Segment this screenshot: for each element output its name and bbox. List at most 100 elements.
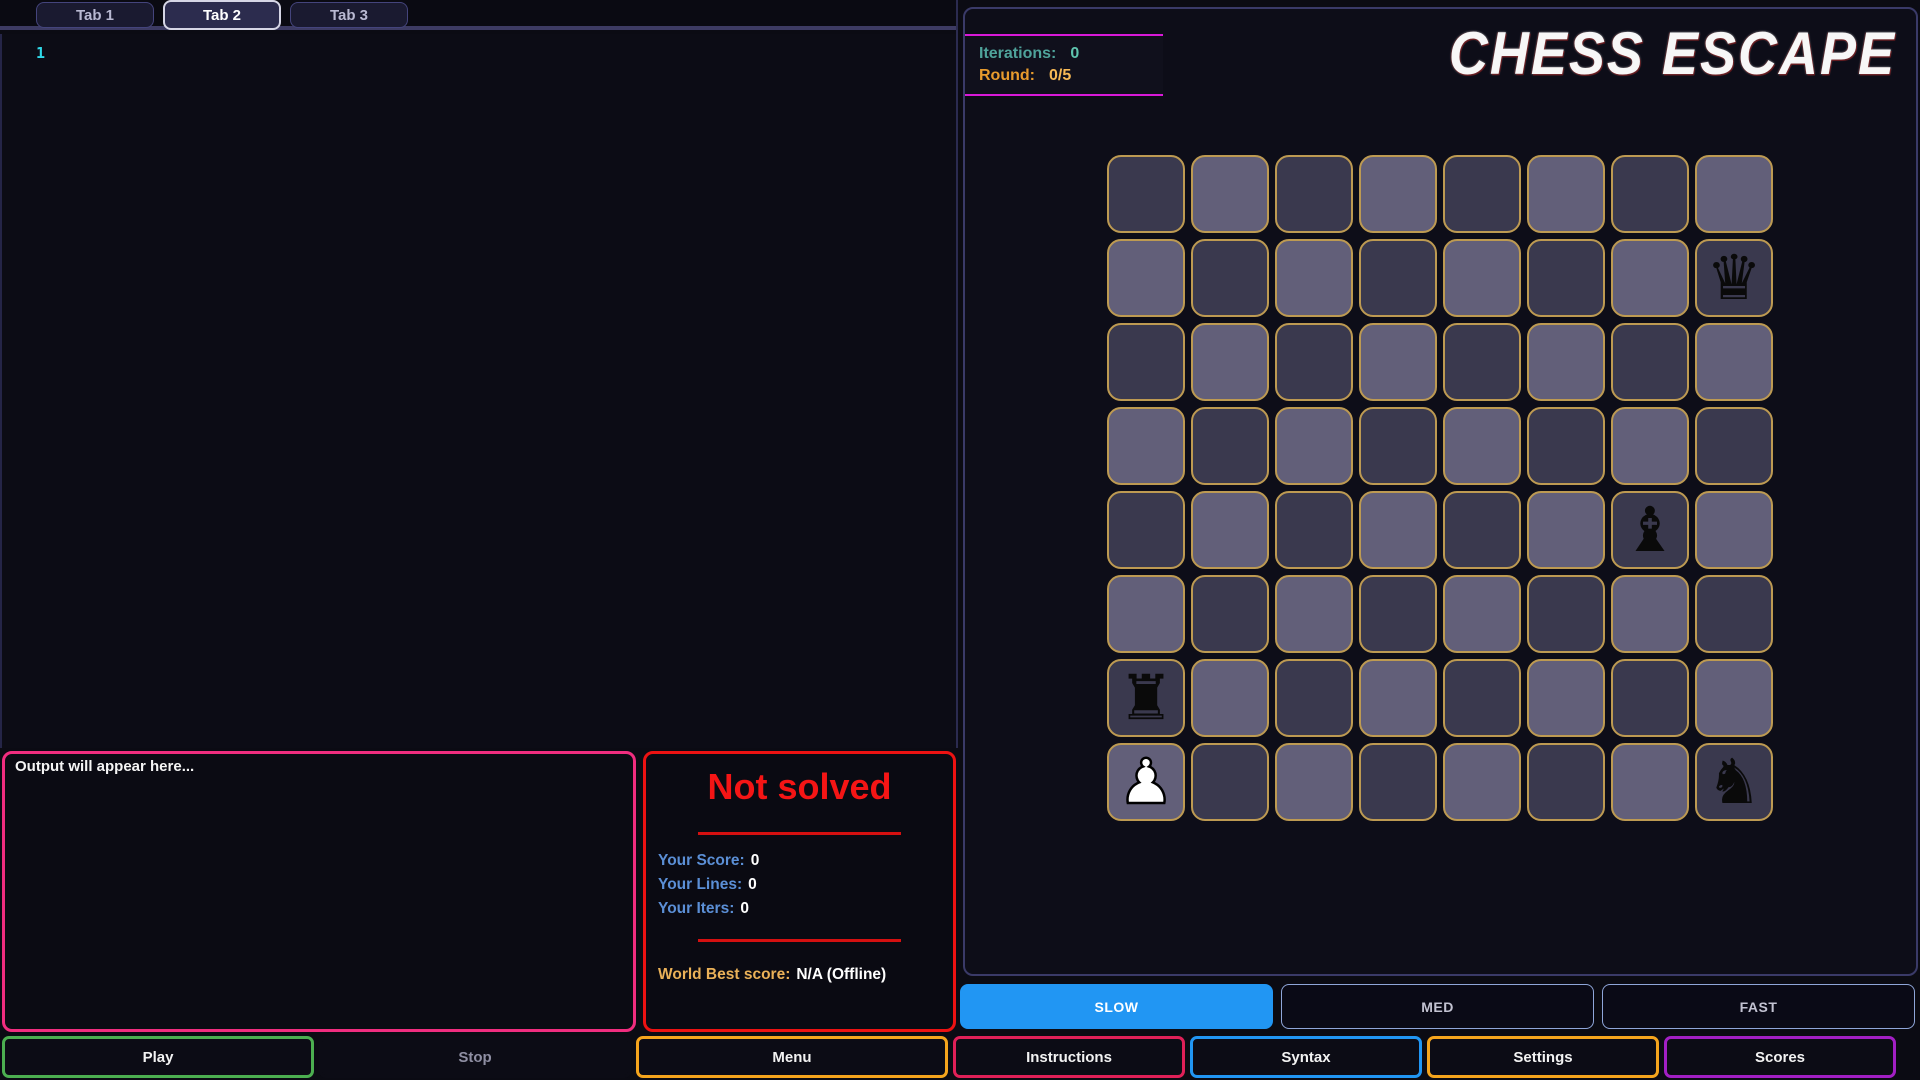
action-bar: Play Stop Menu Instructions Syntax Settings Sc… <box>0 1036 1920 1078</box>
tab-tab-2[interactable]: Tab 2 <box>163 0 281 30</box>
board-square <box>1527 491 1605 569</box>
board-square <box>1191 239 1269 317</box>
speed-fast-button[interactable]: FAST <box>1602 984 1915 1029</box>
board-square <box>1359 659 1437 737</box>
board-square <box>1275 491 1353 569</box>
board-square <box>1107 575 1185 653</box>
board-square: ♝ <box>1611 491 1689 569</box>
board-square <box>1359 491 1437 569</box>
board-square <box>1611 659 1689 737</box>
board-square <box>1443 323 1521 401</box>
board-square <box>1359 743 1437 821</box>
board-square <box>1191 575 1269 653</box>
board-square <box>1359 239 1437 317</box>
score-divider <box>698 832 901 835</box>
tab-tab-1[interactable]: Tab 1 <box>36 2 154 28</box>
board-square <box>1359 575 1437 653</box>
board-square: ♞ <box>1695 743 1773 821</box>
board-square <box>1443 743 1521 821</box>
output-placeholder: Output will appear here... <box>15 758 195 775</box>
board-square <box>1527 323 1605 401</box>
stop-button[interactable]: Stop <box>319 1036 631 1078</box>
board-square <box>1527 743 1605 821</box>
board-square <box>1191 743 1269 821</box>
editor-line-number: 1 <box>36 44 46 62</box>
board-square: ♟ <box>1107 743 1185 821</box>
board-square <box>1191 659 1269 737</box>
instructions-button[interactable]: Instructions <box>953 1036 1185 1078</box>
board-square <box>1107 239 1185 317</box>
board-square <box>1611 743 1689 821</box>
stat-label: Your Score: <box>658 852 745 869</box>
round-line: Round: 0/5 <box>979 65 1149 87</box>
round-value: 0/5 <box>1048 67 1072 84</box>
black-rook-piece: ♜ <box>1118 661 1174 734</box>
world-best-value: N/A (Offline) <box>796 966 887 983</box>
board-square <box>1443 155 1521 233</box>
iterations-value: 0 <box>1070 45 1080 62</box>
board-square <box>1695 659 1773 737</box>
board-square <box>1443 491 1521 569</box>
score-panel: Not solved Your Score: 0 Your Lines: 0 Your … <box>643 751 956 1032</box>
iterations-label: Iterations: <box>979 45 1057 62</box>
output-panel: Output will appear here... <box>2 751 636 1032</box>
code-editor[interactable]: 1 <box>0 34 956 748</box>
board-square <box>1611 155 1689 233</box>
board-square <box>1359 155 1437 233</box>
board-square <box>1527 239 1605 317</box>
board-square <box>1527 659 1605 737</box>
world-best-label: World Best score: <box>658 966 791 983</box>
syntax-button[interactable]: Syntax <box>1190 1036 1422 1078</box>
board-square <box>1191 155 1269 233</box>
score-divider <box>698 939 901 942</box>
black-queen-piece: ♛ <box>1706 241 1762 314</box>
board-square <box>1611 239 1689 317</box>
play-button[interactable]: Play <box>2 1036 314 1078</box>
settings-button[interactable]: Settings <box>1427 1036 1659 1078</box>
score-stat-row: Your Iters: 0 <box>658 897 759 921</box>
tab-tab-3[interactable]: Tab 3 <box>290 2 408 28</box>
scores-button[interactable]: Scores <box>1664 1036 1896 1078</box>
board-square <box>1275 407 1353 485</box>
editor-column: Tab 1 Tab 2 Tab 3 1 <box>0 0 958 748</box>
board-square <box>1695 491 1773 569</box>
board-square <box>1695 155 1773 233</box>
world-best-score: World Best score: N/A (Offline) <box>646 966 886 984</box>
score-stats: Your Score: 0 Your Lines: 0 Your Iters: 0 <box>646 849 759 921</box>
board-square <box>1275 743 1353 821</box>
board-square <box>1107 491 1185 569</box>
board-square <box>1527 155 1605 233</box>
stat-value: 0 <box>750 852 760 869</box>
board-square <box>1611 323 1689 401</box>
board-square <box>1527 407 1605 485</box>
score-stat-row: Your Lines: 0 <box>658 873 759 897</box>
speed-med-button[interactable]: MED <box>1281 984 1594 1029</box>
round-label: Round: <box>979 67 1035 84</box>
board-square <box>1359 407 1437 485</box>
speed-controls: SLOW MED FAST <box>960 984 1918 1029</box>
board-square <box>1695 323 1773 401</box>
board-square <box>1443 239 1521 317</box>
board-square <box>1611 575 1689 653</box>
board-square <box>1443 659 1521 737</box>
speed-slow-button[interactable]: SLOW <box>960 984 1273 1029</box>
iterations-line: Iterations: 0 <box>979 43 1149 65</box>
board-square: ♜ <box>1107 659 1185 737</box>
board-square <box>1275 575 1353 653</box>
board-square: ♛ <box>1695 239 1773 317</box>
status-box: Iterations: 0 Round: 0/5 <box>965 34 1163 96</box>
board-square <box>1695 407 1773 485</box>
board-square <box>1443 575 1521 653</box>
board-square <box>1611 407 1689 485</box>
board-square <box>1107 155 1185 233</box>
stat-label: Your Lines: <box>658 876 743 893</box>
board-square <box>1275 323 1353 401</box>
board-square <box>1443 407 1521 485</box>
menu-button[interactable]: Menu <box>636 1036 948 1078</box>
black-knight-piece: ♞ <box>1706 745 1762 818</box>
board-square <box>1191 407 1269 485</box>
board-square <box>1359 323 1437 401</box>
tab-bar: Tab 1 Tab 2 Tab 3 <box>0 0 956 30</box>
board-square <box>1695 575 1773 653</box>
black-bishop-piece: ♝ <box>1622 493 1678 566</box>
